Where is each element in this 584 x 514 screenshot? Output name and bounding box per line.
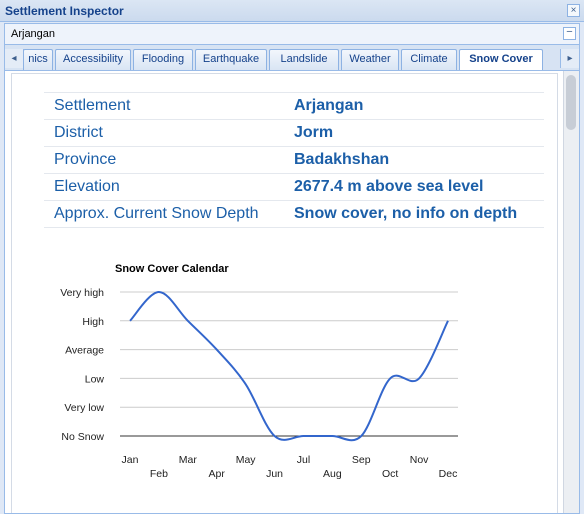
tab-accessibility[interactable]: Accessibility <box>55 49 131 70</box>
x-tick-label: Nov <box>410 454 429 466</box>
x-tick-label: Jun <box>266 468 283 480</box>
collapse-icon[interactable]: − <box>563 27 576 40</box>
settlement-info-table: Settlement Arjangan District Jorm Provin… <box>44 92 544 228</box>
tab-scroll-left-icon[interactable]: ◂ <box>5 49 24 68</box>
info-row: Approx. Current Snow Depth Snow cover, n… <box>44 200 544 228</box>
info-value: Badakhshan <box>284 146 544 174</box>
y-tick-label: Very high <box>60 287 104 299</box>
x-tick-label: Feb <box>150 468 168 480</box>
info-row: District Jorm <box>44 119 544 147</box>
info-value: Jorm <box>284 119 544 147</box>
x-tick-label: Mar <box>179 454 198 466</box>
info-value: Snow cover, no info on depth <box>284 200 544 228</box>
y-tick-label: Low <box>85 373 105 385</box>
tab-weather[interactable]: Weather <box>341 49 399 70</box>
info-row: Settlement Arjangan <box>44 92 544 120</box>
info-value: 2677.4 m above sea level <box>284 173 544 201</box>
info-label: Elevation <box>44 173 284 201</box>
info-row: Province Badakhshan <box>44 146 544 174</box>
snow-cover-content: Settlement Arjangan District Jorm Provin… <box>11 73 558 513</box>
x-tick-label: Oct <box>382 468 398 480</box>
info-value: Arjangan <box>284 92 544 120</box>
y-tick-label: High <box>82 316 104 328</box>
settlement-panel-header: Arjangan − <box>4 23 580 45</box>
info-label: District <box>44 119 284 147</box>
x-tick-label: May <box>236 454 257 466</box>
info-label: Settlement <box>44 92 284 120</box>
snow-cover-chart: Snow Cover Calendar No Snow Very low Low Ave… <box>60 263 458 480</box>
x-tick-label: Aug <box>323 468 342 480</box>
tab-landslide[interactable]: Landslide <box>269 49 339 70</box>
info-label: Approx. Current Snow Depth <box>44 200 284 228</box>
tab-flooding[interactable]: Flooding <box>133 49 193 70</box>
x-tick-label: Sep <box>352 454 371 466</box>
tab-strip: ◂ nics Accessibility Flooding Earthquake… <box>4 45 580 71</box>
x-tick-label: Dec <box>439 468 458 480</box>
window-titlebar: Settlement Inspector × <box>0 0 584 22</box>
vertical-scrollbar[interactable] <box>563 71 579 513</box>
tab-snow-cover[interactable]: Snow Cover <box>459 49 543 71</box>
chart-title: Snow Cover Calendar <box>115 263 229 275</box>
y-tick-label: Very low <box>64 402 104 414</box>
tab-economics[interactable]: nics <box>23 49 53 70</box>
x-tick-label: Jul <box>297 454 310 466</box>
scrollbar-thumb[interactable] <box>566 75 576 130</box>
settlement-name: Arjangan <box>11 28 56 40</box>
x-tick-label: Apr <box>209 468 226 480</box>
tab-scroll-right-icon[interactable]: ▸ <box>560 49 579 68</box>
x-tick-label: Jan <box>122 454 139 466</box>
tab-earthquake[interactable]: Earthquake <box>195 49 267 70</box>
close-icon[interactable]: × <box>567 4 580 17</box>
window-title: Settlement Inspector <box>5 4 124 18</box>
y-tick-label: Average <box>65 345 104 357</box>
info-row: Elevation 2677.4 m above sea level <box>44 173 544 201</box>
y-tick-label: No Snow <box>61 431 104 443</box>
snow-cover-series-line <box>129 290 449 442</box>
tab-climate[interactable]: Climate <box>401 49 457 70</box>
snow-cover-panel: Settlement Arjangan District Jorm Provin… <box>4 70 580 514</box>
info-label: Province <box>44 146 284 174</box>
